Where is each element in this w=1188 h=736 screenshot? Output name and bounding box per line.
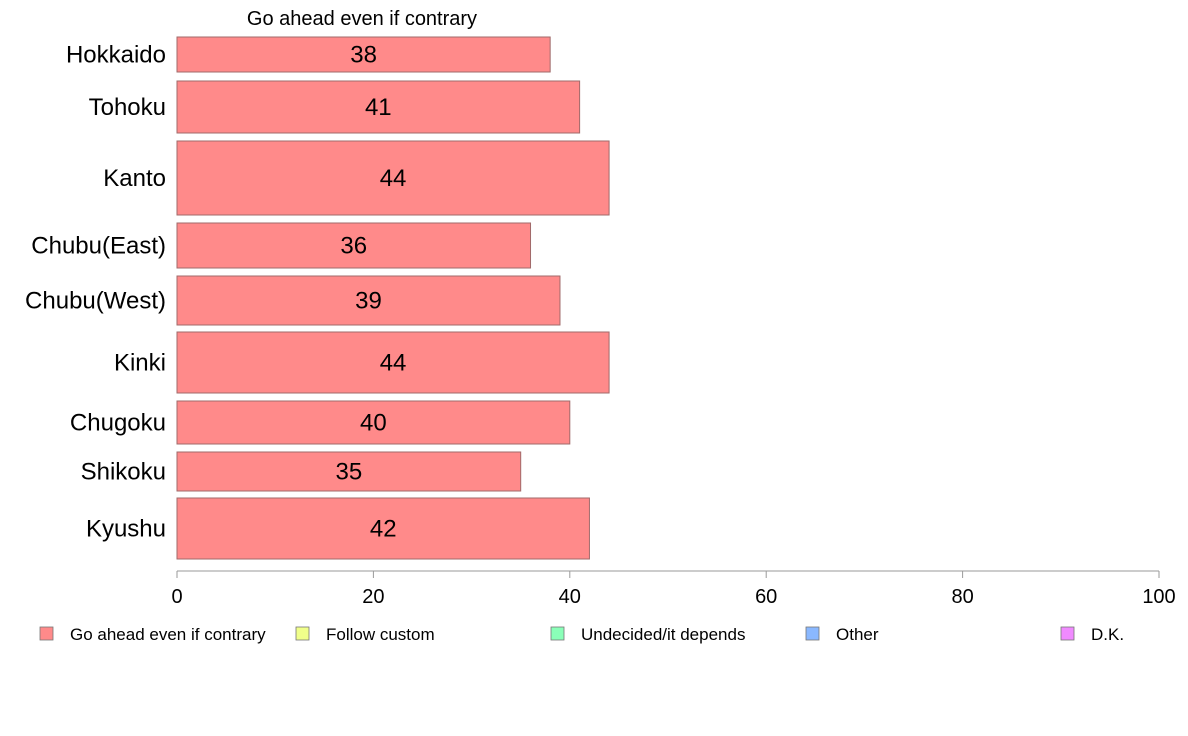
data-label: 38 (350, 42, 377, 69)
legend-swatch (39, 626, 54, 641)
data-label: 36 (340, 233, 367, 260)
legend-label: Undecided/it depends (581, 625, 745, 644)
data-label: 41 (365, 94, 392, 121)
category-label: Chubu(West) (25, 288, 166, 315)
bar (176, 497, 590, 560)
data-label: 42 (370, 516, 397, 543)
data-label: 40 (360, 410, 387, 437)
legend-label: D.K. (1091, 625, 1124, 644)
bar (176, 36, 551, 73)
bars: Hokkaido 38 Tohoku 41 Kanto 44 Chubu(East) 36 Ch… (25, 36, 610, 560)
x-axis: 0 20 40 60 80 100 (171, 570, 1176, 608)
bar (176, 80, 581, 134)
bar (176, 451, 522, 492)
legend: Go ahead even if contrary Follow custom Un… (39, 625, 1124, 644)
chart-title: Go ahead even if contrary (247, 8, 477, 30)
x-tick-label: 20 (362, 586, 384, 608)
legend-swatch (1060, 626, 1075, 641)
category-label: Kinki (114, 350, 166, 377)
legend-label: Other (836, 625, 879, 644)
legend-label: Follow custom (326, 625, 435, 644)
data-label: 44 (380, 165, 407, 192)
legend-swatch (805, 626, 820, 641)
data-label: 35 (335, 459, 362, 486)
bar (176, 400, 571, 445)
data-label: 44 (380, 350, 407, 377)
category-label: Chugoku (70, 410, 166, 437)
category-label: Kanto (103, 165, 166, 192)
category-label: Kyushu (86, 516, 166, 543)
x-tick-label: 100 (1142, 586, 1175, 608)
x-tick-label: 80 (951, 586, 973, 608)
legend-label: Go ahead even if contrary (70, 625, 266, 644)
bar (176, 140, 610, 216)
category-label: Hokkaido (66, 42, 166, 69)
category-label: Tohoku (89, 94, 166, 121)
legend-swatch (550, 626, 565, 641)
bar (176, 222, 532, 269)
x-tick-label: 40 (559, 586, 581, 608)
bar (176, 275, 561, 326)
data-label: 39 (355, 288, 382, 315)
bar (176, 331, 610, 394)
x-tick-label: 0 (171, 586, 182, 608)
category-label: Shikoku (81, 459, 166, 486)
x-tick-label: 60 (755, 586, 777, 608)
category-label: Chubu(East) (31, 233, 166, 260)
legend-swatch (295, 626, 310, 641)
